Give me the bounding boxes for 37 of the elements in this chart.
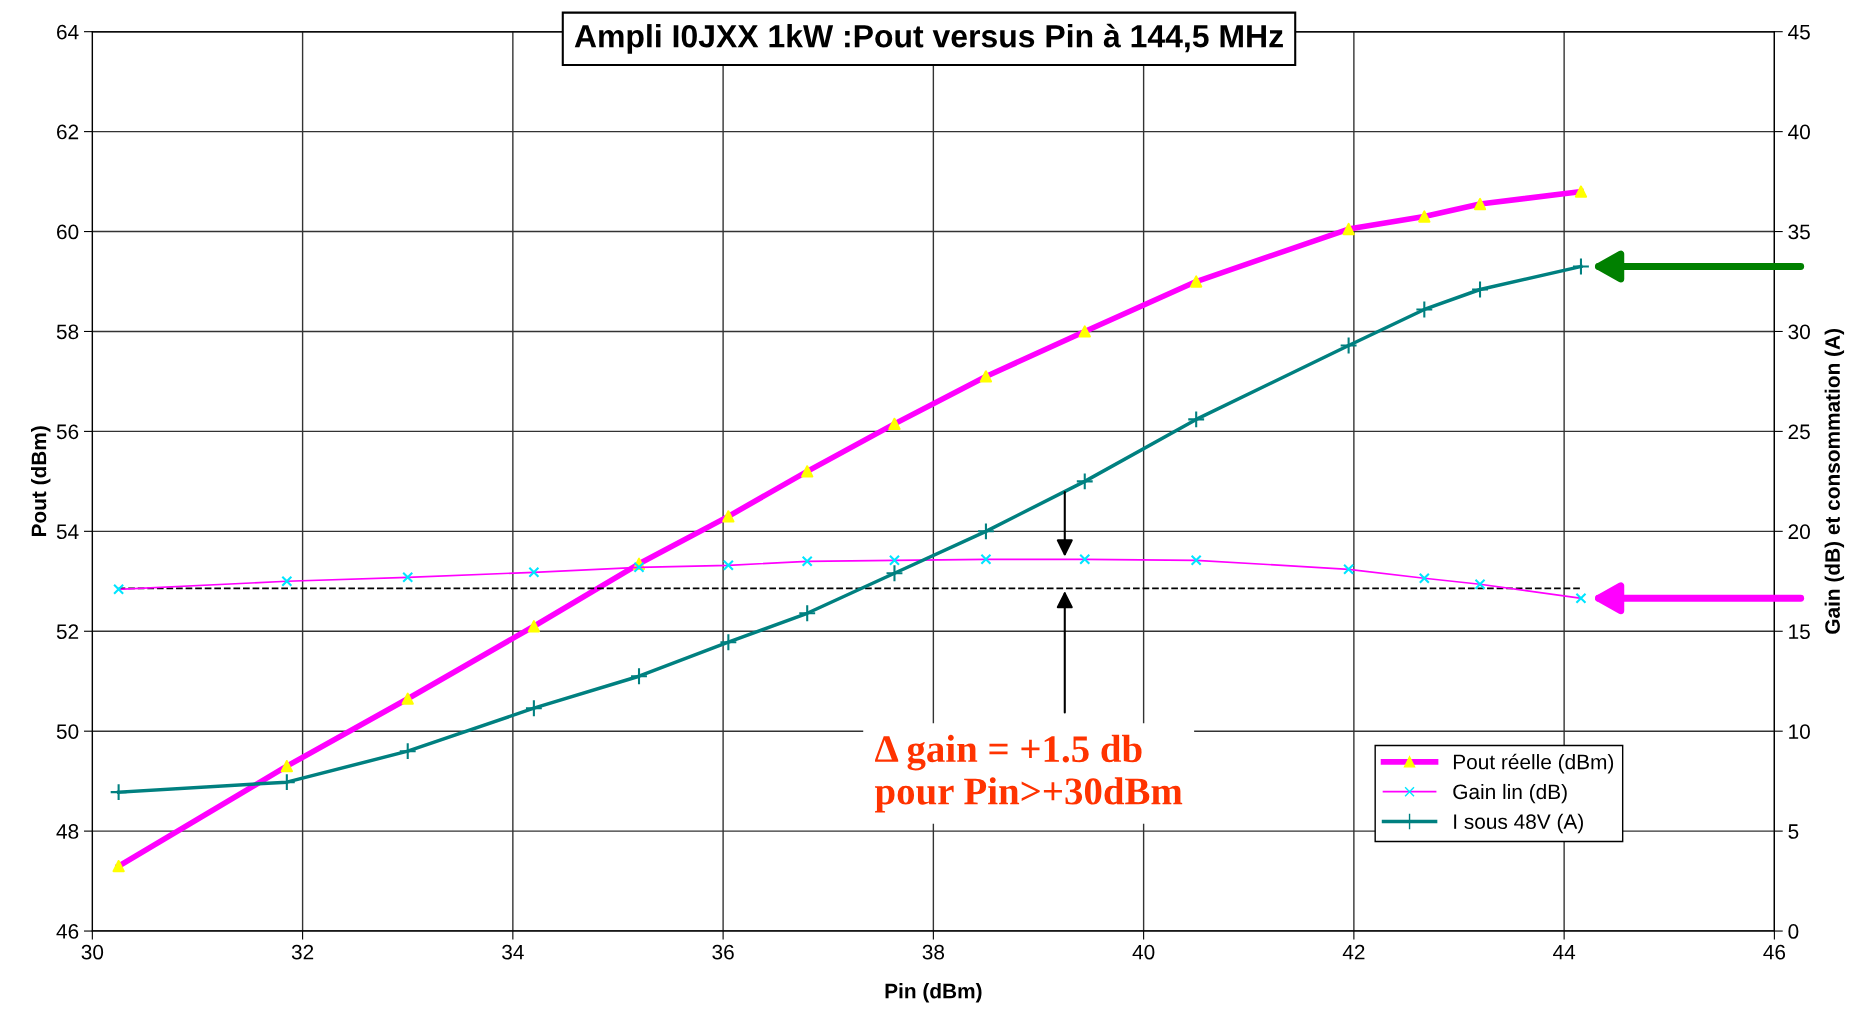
- legend-label: Gain lin (dB): [1453, 783, 1567, 804]
- y-tick-label: 62: [57, 124, 79, 140]
- x-axis-title: Pin (dBm): [885, 983, 982, 1003]
- annotation: Δ gain = +1.5 db pour Pin>+30dBm: [874, 734, 1183, 813]
- y-tick-label: 46: [56, 924, 79, 939]
- y2-axis-title: Gain (dB) et consommation (A): [1824, 329, 1845, 634]
- y-tick-label: 54: [56, 524, 79, 540]
- y2-tick-label: 10: [1789, 724, 1810, 739]
- x-tick-label: 36: [712, 944, 734, 960]
- x-tick-label: 42: [1342, 944, 1365, 960]
- y2-tick-label: 40: [1788, 124, 1810, 140]
- x-tick-label: 34: [502, 944, 524, 960]
- y2-tick-label: 30: [1788, 324, 1810, 340]
- x-tick-label: 40: [1132, 944, 1155, 960]
- x-tick-label: 44: [1553, 945, 1576, 960]
- y-tick-label: 58: [56, 324, 79, 340]
- y2-tick-label: 25: [1788, 424, 1810, 440]
- y-tick-label: 50: [56, 724, 79, 739]
- x-tick-label: 46: [1763, 944, 1786, 960]
- y2-tick-label: 35: [1788, 224, 1810, 240]
- x-tick-label: 30: [81, 944, 104, 960]
- legend-label: I sous 48V (A): [1454, 813, 1583, 834]
- y2-tick-label: 20: [1788, 524, 1810, 540]
- y2-tick-label: 0: [1788, 924, 1799, 939]
- y-tick-label: 60: [57, 224, 79, 240]
- y2-tick-label: 15: [1789, 624, 1810, 640]
- y2-tick-label: 5: [1788, 824, 1799, 839]
- y-tick-label: 48: [56, 824, 79, 839]
- y2-tick-label: 45: [1788, 24, 1810, 40]
- x-tick-label: 32: [291, 944, 314, 960]
- y-tick-label: 52: [56, 624, 79, 640]
- y-tick-label: 56: [56, 424, 79, 440]
- y-tick-label: 64: [57, 24, 79, 40]
- chart-title: Ampli I0JXX 1kW :Pout versus Pin à 144,5 MHz: [574, 23, 1283, 54]
- legend-label: Pout réelle (dBm): [1453, 753, 1614, 774]
- x-tick-label: 38: [922, 944, 945, 960]
- y-axis-title: Pout (dBm): [31, 426, 51, 537]
